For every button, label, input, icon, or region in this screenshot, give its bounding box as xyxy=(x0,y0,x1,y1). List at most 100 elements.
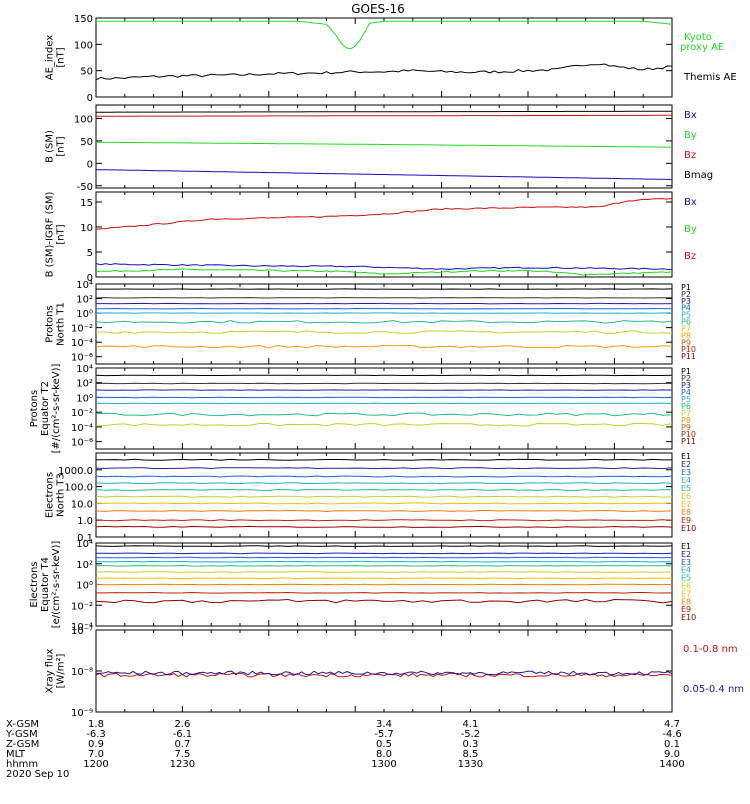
ylabel-protons_t2: [#/(cm²-s-sr-keV)] xyxy=(51,364,62,454)
series-line-ae-Kyoto xyxy=(96,21,672,49)
series-line-electrons_t3-E5 xyxy=(96,490,672,491)
ylabel-electrons_t4: Equator T4 xyxy=(40,557,51,612)
time-row-value: 1330 xyxy=(458,759,483,770)
series-line-protons_t2-P7 xyxy=(96,424,672,427)
legend-bsm-By: By xyxy=(684,130,697,141)
series-line-electrons_t4-E1 xyxy=(96,546,672,547)
series-line-electrons_t3-E4 xyxy=(96,483,672,484)
series-line-protons_t1-P6 xyxy=(96,321,672,324)
ytick-label-xray: 10⁻⁷ xyxy=(71,626,93,637)
legend-bigrf-Bz: Bz xyxy=(684,251,696,262)
ylabel-electrons_t3: North T3 xyxy=(56,473,67,517)
ytick-label-protons_t2: 10⁻⁶ xyxy=(71,438,93,449)
ytick-label-electrons_t4: 10⁻² xyxy=(71,601,93,612)
series-line-electrons_t4-E10 xyxy=(96,600,672,603)
ytick-label-bsm: 100 xyxy=(74,114,93,125)
legend-xray-short: 0.05-0.4 nm xyxy=(683,684,744,695)
ytick-label-bsm: 0 xyxy=(87,159,93,170)
series-line-electrons_t4-E5 xyxy=(96,566,672,567)
series-line-electrons_t4-E9 xyxy=(96,593,672,594)
ylabel-electrons_t4: [e/(cm²-s-sr-keV)] xyxy=(51,541,62,629)
legend-ae-proxy: proxy AE xyxy=(680,42,724,53)
ytick-label-ae: 50 xyxy=(80,67,93,78)
series-line-bsm-By xyxy=(96,142,672,147)
ylabel-protons_t2: Equator T2 xyxy=(40,381,51,436)
ytick-label-bigrf: 5 xyxy=(87,248,93,259)
series-line-protons_t1-P8 xyxy=(96,345,672,347)
ytick-label-protons_t2: 10⁻² xyxy=(71,408,93,419)
series-line-electrons_t4-E4 xyxy=(96,561,672,562)
series-line-bsm-Bmag xyxy=(96,111,672,112)
series-line-electrons_t3-E3 xyxy=(96,476,672,477)
series-line-electrons_t3-E7 xyxy=(96,503,672,504)
legend-bsm-Bmag: Bmag xyxy=(684,170,713,181)
time-row-value: 1400 xyxy=(659,759,684,770)
ytick-label-protons_t1: 10⁴ xyxy=(76,280,93,291)
ytick-label-bigrf: 10 xyxy=(80,223,93,234)
ylabel-xray: Xray flux xyxy=(45,649,56,694)
series-line-protons_t1-P7 xyxy=(96,331,672,334)
ytick-label-electrons_t4: 10⁴ xyxy=(76,539,93,550)
ylabel-electrons_t3: Electrons xyxy=(45,472,56,518)
series-line-electrons_t4-E3 xyxy=(96,557,672,558)
ytick-label-protons_t1: 10⁰ xyxy=(76,309,93,320)
legend-xray-long: 0.1-0.8 nm xyxy=(683,644,738,655)
series-line-protons_t2-P4 xyxy=(96,397,672,398)
panel-frame-electrons_t3 xyxy=(96,453,672,537)
ylabel-bigrf: B (SM)-IGRF (SM) xyxy=(45,192,56,278)
ytick-label-electrons_t3: 10.0 xyxy=(71,499,93,510)
legend-electrons_t4-E10: E10 xyxy=(681,613,696,622)
ylabel-bsm: B (SM) xyxy=(45,130,56,163)
time-row-value: 1300 xyxy=(371,759,396,770)
ylabel-protons_t2: Protons xyxy=(29,390,40,427)
series-line-bigrf-Bz xyxy=(96,198,672,229)
time-row-value: 1230 xyxy=(170,759,195,770)
series-line-electrons_t4-E6 xyxy=(96,572,672,573)
plot-title: GOES-16 xyxy=(351,2,405,16)
legend-bigrf-Bx: Bx xyxy=(684,197,697,208)
ytick-label-electrons_t3: 100.0 xyxy=(64,483,93,494)
time-row-value: 1200 xyxy=(83,759,108,770)
legend-bigrf-By: By xyxy=(684,224,697,235)
ytick-label-ae: 100 xyxy=(74,40,93,51)
series-line-electrons_t3-E2 xyxy=(96,468,672,469)
ytick-label-electrons_t3: 1.0 xyxy=(77,516,93,527)
series-line-bsm-Bz xyxy=(96,115,672,116)
ylabel-ae: [nT] xyxy=(56,47,67,67)
panel-frame-ae xyxy=(96,18,672,97)
ytick-label-protons_t2: 10² xyxy=(76,379,93,390)
ytick-label-protons_t2: 10⁻⁴ xyxy=(71,423,93,434)
legend-protons_t1-P11: P11 xyxy=(681,352,696,361)
ytick-label-xray: 10⁻⁹ xyxy=(71,708,93,719)
ytick-label-protons_t1: 10² xyxy=(76,295,93,306)
series-line-ae-Themis AE xyxy=(96,64,672,80)
ytick-label-ae: 0 xyxy=(87,93,93,104)
ylabel-bigrf: [nT] xyxy=(56,224,67,244)
ytick-label-protons_t1: 10⁻⁶ xyxy=(71,353,93,364)
series-line-electrons_t3-E6 xyxy=(96,496,672,497)
ylabel-electrons_t4: Electrons xyxy=(29,561,40,607)
legend-bsm-Bx: Bx xyxy=(684,110,697,121)
ytick-label-xray: 10⁻⁸ xyxy=(71,667,93,678)
ytick-label-bigrf: 15 xyxy=(80,198,93,209)
date-label: 2020 Sep 10 xyxy=(6,769,69,780)
series-line-protons_t1-P3 xyxy=(96,303,672,304)
legend-protons_t2-P11: P11 xyxy=(681,437,696,446)
ytick-label-protons_t1: 10⁻⁴ xyxy=(71,338,93,349)
ylabel-protons_t1: Protons xyxy=(45,305,56,342)
series-line-electrons_t4-E7 xyxy=(96,578,672,579)
ylabel-protons_t1: North T1 xyxy=(56,302,67,346)
series-line-protons_t2-P5 xyxy=(96,403,672,404)
series-line-electrons_t3-E1 xyxy=(96,459,672,460)
ytick-label-protons_t1: 10⁻² xyxy=(71,324,93,335)
ytick-label-protons_t2: 10⁴ xyxy=(76,364,93,375)
series-line-protons_t2-P6 xyxy=(96,413,672,416)
ytick-label-protons_t2: 10⁰ xyxy=(76,393,93,404)
legend-bsm-Bz: Bz xyxy=(684,150,696,161)
ytick-label-bsm: -50 xyxy=(77,182,93,193)
ylabel-xray: [W/m²] xyxy=(56,653,67,688)
series-line-electrons_t3-E8 xyxy=(96,511,672,512)
series-line-electrons_t3-E9 xyxy=(96,520,672,521)
series-line-electrons_t3-E10 xyxy=(96,526,672,527)
series-line-protons_t2-P1 xyxy=(96,375,672,376)
